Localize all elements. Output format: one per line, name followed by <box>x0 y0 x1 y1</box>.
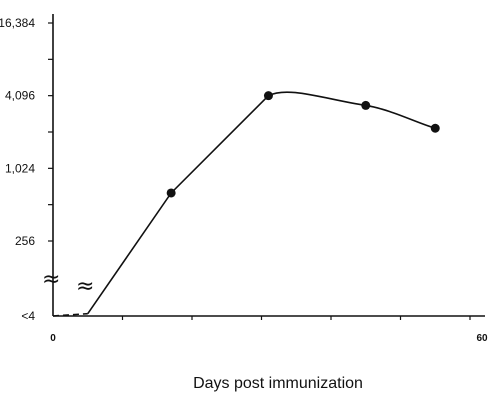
y-tick-label: 4,096 <box>5 89 35 103</box>
y-ticks <box>48 22 53 242</box>
axes <box>48 14 485 320</box>
tick-labels: <4 256 1,024 4,096 16,384 0 60 <box>0 16 488 344</box>
x-tick-label: 0 <box>50 333 56 344</box>
axis-break-mark: ≈ <box>76 274 94 299</box>
x-tick-label: 60 <box>476 333 488 344</box>
y-tick-label: 256 <box>15 234 35 248</box>
data-point <box>166 188 176 198</box>
data-point <box>361 100 371 110</box>
y-tick-label: 16,384 <box>0 16 35 30</box>
series-line <box>87 91 436 315</box>
series-line-dashed <box>52 312 88 317</box>
data-point <box>263 91 273 101</box>
data-point <box>430 123 440 133</box>
x-ticks <box>121 316 471 320</box>
axis-break-mark: ≈ <box>42 267 60 292</box>
series-marks <box>52 91 440 317</box>
y-tick-label: 1,024 <box>5 161 35 175</box>
x-axis-title: Days post immunization <box>193 375 363 392</box>
y-tick-label: <4 <box>21 309 35 323</box>
